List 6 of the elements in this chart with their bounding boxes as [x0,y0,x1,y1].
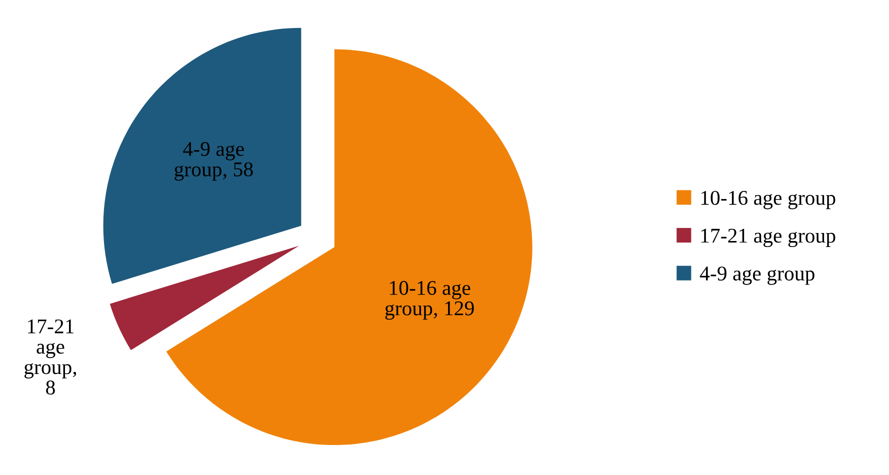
data-label: 17-21 age group, 8 [24,319,76,395]
legend-label: 10-16 age group [701,190,836,210]
legend-label: 17-21 age group [701,228,836,248]
legend-label: 4-9 age group [700,266,814,285]
data-label: 10-16 age group, 129 [385,280,474,320]
data-label: 4-9 age group, 58 [174,142,253,181]
